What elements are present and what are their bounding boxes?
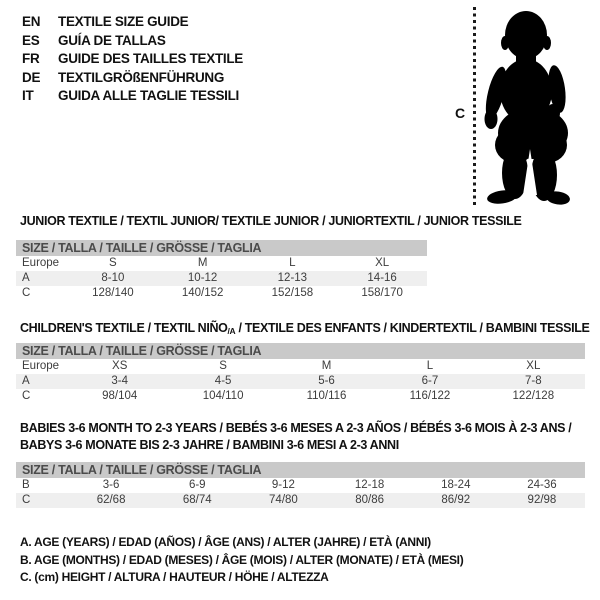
size-header-bar: SIZE / TALLA / TAILLE / GRÖSSE / TAGLIA [16,343,585,359]
junior-size-table: SIZE / TALLA / TAILLE / GRÖSSE / TAGLIA … [16,240,427,301]
table-row-europe: Europe XS S M L XL [16,359,585,374]
table-row-height: C 62/68 68/74 74/80 80/86 86/92 92/98 [16,493,585,508]
row-label: Europe [22,257,60,269]
size-header-bar: SIZE / TALLA / TAILLE / GRÖSSE / TAGLIA [16,462,585,478]
row-label: Europe [22,360,60,372]
row-label: A [22,272,30,284]
children-title-post: / TEXTILE DES ENFANTS / KINDERTEXTIL / B… [235,321,590,335]
baby-silhouette-icon [484,11,570,205]
cell: 128/140 [92,287,134,299]
cell: 98/104 [102,390,138,402]
language-code: EN [22,14,41,29]
table-row-height: C 98/104 104/110 110/116 116/122 122/128 [16,389,585,404]
children-section-title: CHILDREN'S TEXTILE / TEXTIL NIÑO/A / TEX… [20,320,590,340]
cell: 158/170 [361,287,403,299]
cell: 8-10 [101,272,125,284]
language-row-it: IT GUIDA ALLE TAGLIE TESSILI [22,87,243,106]
table-row-height: C 128/140 140/152 152/158 158/170 [16,286,427,301]
cell: L [426,360,434,372]
language-row-en: EN TEXTILE SIZE GUIDE [22,13,243,32]
footnote-a: A. AGE (YEARS) / EDAD (AÑOS) / ÂGE (ANS)… [20,535,431,549]
cell: 5-6 [318,375,335,387]
cell: S [109,257,117,269]
language-row-es: ES GUÍA DE TALLAS [22,32,243,51]
language-title: TEXTILGRÖßENFÜHRUNG [58,69,225,85]
size-header-bar: SIZE / TALLA / TAILLE / GRÖSSE / TAGLIA [16,240,427,256]
height-dotted-line [473,7,476,207]
cell: 9-12 [271,479,295,491]
cell: 4-5 [214,375,232,387]
cell: 152/158 [271,287,314,299]
language-code: IT [22,88,34,103]
cell: 68/74 [182,494,212,506]
cell: 3-4 [111,375,129,387]
cell: 122/128 [512,390,555,402]
cell: 12-18 [354,479,385,491]
row-label: B [22,479,30,491]
cell: 18-24 [441,479,471,491]
children-title-pre: CHILDREN'S TEXTILE / TEXTIL NIÑO [20,321,228,335]
cell: 110/116 [306,390,347,402]
babies-title-line1: BABIES 3-6 MONTH TO 2-3 YEARS / BEBÉS 3-… [20,421,572,435]
table-row-age: A 8-10 10-12 12-13 14-16 [16,271,427,286]
cell: 92/98 [527,494,557,506]
language-title: GUIDE DES TAILLES TEXTILE [58,51,244,66]
cell: L [289,257,296,269]
height-measure-label: C [454,105,466,121]
language-code: DE [22,69,41,85]
language-code: ES [22,32,40,48]
cell: S [219,360,227,372]
cell: 10-12 [187,272,218,284]
babies-title-line2: BABYS 3-6 MONATE BIS 2-3 JAHRE / BAMBINI… [20,438,399,452]
cell: 116/122 [409,390,451,402]
cell: 104/110 [202,390,244,402]
footnotes: A. AGE (YEARS) / EDAD (AÑOS) / ÂGE (ANS)… [20,534,464,587]
cell: 140/152 [181,287,224,299]
children-title-subscript: /A [227,326,236,336]
cell: 86/92 [441,494,471,506]
cell: 3-6 [102,479,120,491]
babies-size-table: SIZE / TALLA / TAILLE / GRÖSSE / TAGLIA … [16,462,585,508]
cell: M [321,360,332,372]
cell: XS [112,360,128,372]
children-size-table: SIZE / TALLA / TAILLE / GRÖSSE / TAGLIA … [16,343,585,404]
language-row-de: DE TEXTILGRÖßENFÜHRUNG [22,69,243,88]
babies-section-title: BABIES 3-6 MONTH TO 2-3 YEARS / BEBÉS 3-… [20,420,572,454]
cell: 74/80 [269,494,298,506]
language-title: TEXTILE SIZE GUIDE [58,14,189,29]
table-row-europe: Europe S M L XL [16,256,427,271]
language-code: FR [22,51,40,66]
row-label: C [22,287,31,299]
row-label: A [22,375,30,387]
cell: M [197,257,208,269]
language-row-fr: FR GUIDE DES TAILLES TEXTILE [22,50,243,69]
table-row-age: B 3-6 6-9 9-12 12-18 18-24 24-36 [16,478,585,493]
table-row-age: A 3-4 4-5 5-6 6-7 7-8 [16,374,585,389]
cell: 7-8 [525,375,542,387]
row-label: C [22,390,31,402]
language-title: GUIDA ALLE TAGLIE TESSILI [58,88,239,103]
cell: 80/86 [355,494,384,506]
cell: 6-7 [421,375,439,387]
footnote-c: C. (cm) HEIGHT / ALTURA / HAUTEUR / HÖHE… [20,570,329,584]
footnote-b: B. AGE (MONTHS) / EDAD (MESES) / ÂGE (MO… [20,552,464,567]
cell: 12-13 [277,272,308,284]
cell: XL [375,257,390,269]
cell: 24-36 [527,479,557,491]
cell: 62/68 [96,494,126,506]
language-title: GUÍA DE TALLAS [58,32,166,48]
row-label: C [22,494,31,506]
cell: XL [526,360,541,372]
language-list: EN TEXTILE SIZE GUIDE ES GUÍA DE TALLAS … [22,13,243,106]
cell: 14-16 [367,272,397,284]
cell: 6-9 [188,479,206,491]
junior-section-title: JUNIOR TEXTILE / TEXTIL JUNIOR/ TEXTILE … [20,214,522,228]
